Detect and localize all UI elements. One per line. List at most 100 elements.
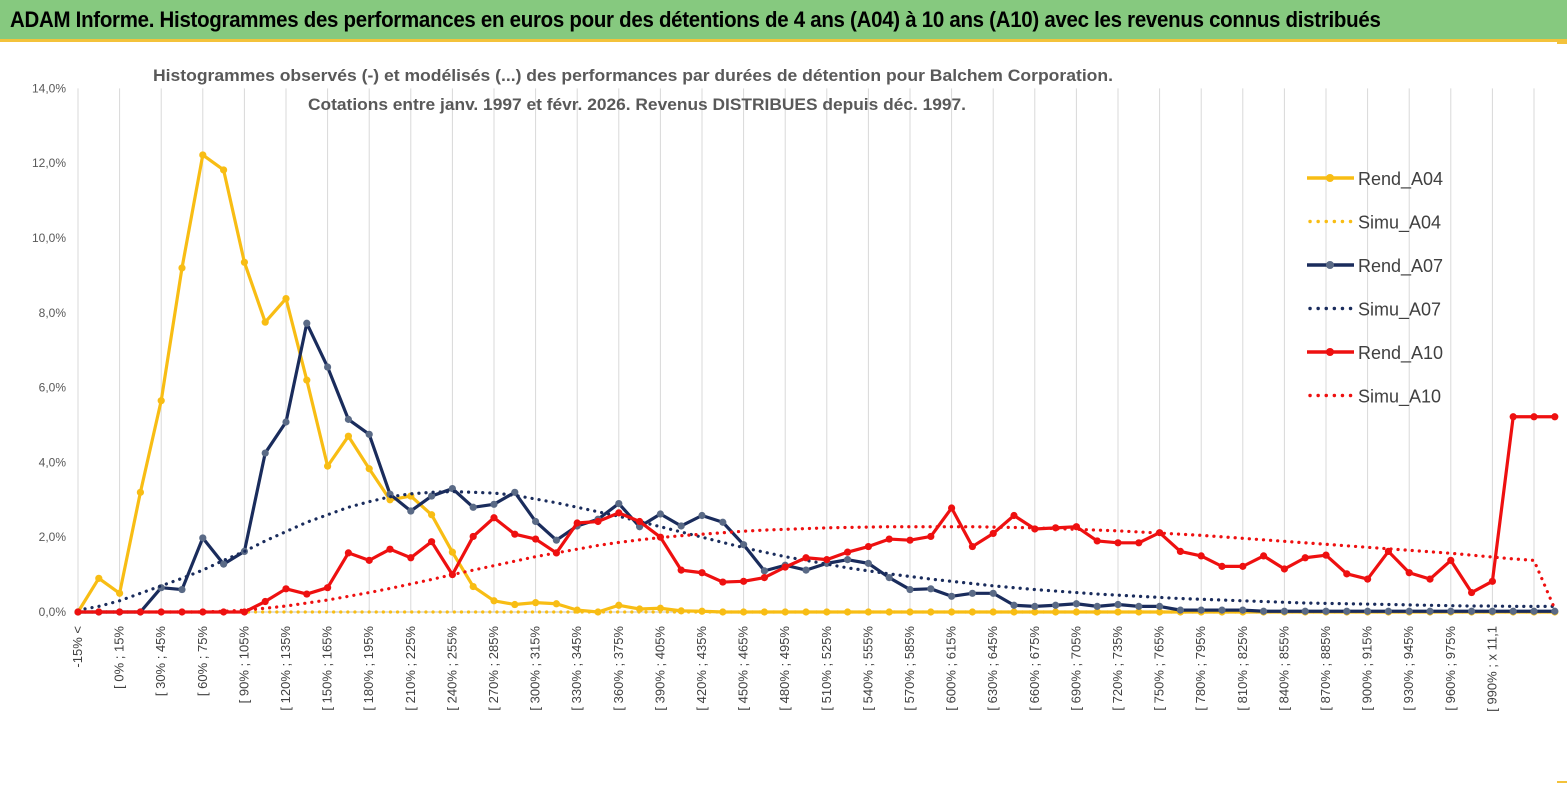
data-point-rend-a04 (199, 151, 207, 159)
data-point-rend-a10 (885, 535, 893, 543)
series-line-rend-a07 (78, 321, 1555, 614)
x-tick-label: [ 420% ; 435% (694, 626, 709, 711)
data-point-rend-a10 (1447, 556, 1455, 564)
data-point-rend-a07 (989, 589, 997, 597)
data-point-rend-a04 (95, 574, 103, 582)
data-point-rend-a10 (428, 538, 436, 546)
chart-titles: Histogrammes observés (-) et modélisés (… (153, 66, 1113, 114)
data-point-rend-a07 (1426, 607, 1434, 615)
data-point-rend-a10 (948, 504, 956, 512)
data-point-rend-a04 (511, 600, 519, 609)
y-tick-label: 4,0% (39, 455, 67, 469)
chart-legend: Rend_A04 Simu_A04 Rend_A07 Simu_A07 Rend_A10… (1307, 169, 1443, 408)
chart-title-line2: Cotations entre janv. 1997 et févr. 2026… (308, 95, 966, 114)
data-point-rend-a07 (1239, 606, 1247, 614)
data-point-rend-a07 (656, 510, 665, 518)
data-point-rend-a04 (1135, 608, 1143, 616)
data-point-rend-a04 (885, 608, 893, 616)
data-point-rend-a07 (1405, 607, 1413, 615)
data-point-rend-a10 (677, 566, 685, 574)
data-point-rend-a10 (864, 542, 873, 551)
y-tick-label: 0,0% (39, 605, 67, 619)
x-tick-label: [ 960% ; 975% (1443, 626, 1458, 711)
data-point-rend-a04 (864, 608, 873, 616)
data-point-rend-a07 (407, 507, 415, 515)
data-point-rend-a04 (386, 496, 394, 504)
data-point-rend-a07 (968, 589, 977, 597)
data-point-rend-a10 (968, 542, 977, 551)
data-point-rend-a10 (1135, 539, 1143, 547)
data-point-rend-a10 (823, 556, 831, 564)
x-tick-label: [ 300% ; 315% (528, 626, 543, 711)
x-tick-label: -15% < (70, 626, 85, 668)
data-point-rend-a10 (1322, 551, 1330, 559)
legend-marker-rend-a07 (1326, 261, 1334, 269)
legend-marker-rend-a10 (1326, 348, 1334, 356)
data-point-rend-a07 (1072, 600, 1080, 608)
legend-marker-rend-a04 (1326, 174, 1334, 182)
data-point-rend-a07 (1176, 606, 1184, 614)
data-point-rend-a04 (324, 462, 332, 470)
series-line-rend-a04 (76, 153, 1555, 614)
data-point-rend-a07 (1343, 607, 1351, 615)
data-point-rend-a10 (760, 573, 769, 582)
data-point-rend-a10 (282, 585, 290, 593)
data-point-rend-a10 (844, 548, 852, 556)
data-point-rend-a10 (324, 584, 332, 592)
x-tick-label: [ 390% ; 405% (652, 626, 667, 711)
y-tick-label: 10,0% (32, 231, 66, 245)
data-point-rend-a07 (698, 511, 706, 520)
data-point-rend-a04 (136, 488, 144, 496)
x-tick-label: [ 630% ; 645% (985, 626, 1000, 711)
frame-corner (1557, 42, 1567, 44)
x-tick-label: [ 840% ; 855% (1276, 626, 1291, 711)
data-point-rend-a07 (1530, 607, 1538, 615)
data-point-rend-a10 (1468, 588, 1476, 597)
data-point-rend-a04 (740, 608, 748, 616)
title-banner: ADAM Informe. Histogrammes des performan… (0, 0, 1567, 42)
chart-title-line1: Histogrammes observés (-) et modélisés (… (153, 66, 1113, 85)
x-tick-label: [ 330% ; 345% (569, 626, 584, 711)
data-point-rend-a04 (469, 582, 477, 591)
data-point-rend-a04 (365, 465, 373, 473)
data-point-rend-a10 (511, 530, 519, 538)
x-tick-label: [ 780% ; 795% (1193, 626, 1208, 711)
data-point-rend-a04 (220, 166, 228, 174)
data-point-rend-a07 (1509, 607, 1517, 615)
data-point-rend-a10 (490, 514, 498, 522)
data-point-rend-a07 (428, 492, 436, 500)
data-point-rend-a10 (303, 590, 311, 598)
data-point-rend-a10 (1114, 539, 1122, 547)
data-point-rend-a04 (303, 376, 311, 384)
x-tick-label: [ 480% ; 495% (777, 626, 792, 711)
data-point-rend-a07 (1260, 607, 1268, 615)
data-point-rend-a10 (1176, 547, 1184, 556)
data-point-rend-a07 (906, 585, 914, 594)
x-tick-label: [ 360% ; 375% (611, 626, 626, 711)
data-point-rend-a10 (199, 608, 207, 616)
data-point-rend-a07 (1364, 607, 1372, 615)
data-point-rend-a04 (448, 548, 456, 556)
data-point-rend-a04 (1093, 608, 1101, 616)
data-point-rend-a10 (1280, 565, 1288, 573)
series-line-rend-a10 (78, 415, 1555, 614)
data-point-rend-a04 (240, 258, 248, 266)
data-point-rend-a07 (760, 567, 769, 575)
x-tick-label: [ 120% ; 135% (278, 626, 293, 711)
frame-corner (1557, 781, 1567, 783)
data-point-rend-a10 (1301, 554, 1309, 562)
x-tick-label: [ 930% ; 945% (1401, 626, 1416, 711)
data-point-rend-a04 (823, 608, 831, 616)
data-point-rend-a07 (677, 522, 685, 530)
data-point-rend-a10 (178, 608, 186, 616)
legend-label-rend-a10: Rend_A10 (1358, 343, 1443, 364)
data-point-rend-a04 (428, 511, 436, 519)
data-point-rend-a04 (844, 608, 852, 616)
data-point-rend-a10 (532, 535, 540, 543)
data-point-rend-a10 (615, 509, 623, 517)
data-point-rend-a07 (303, 319, 311, 327)
data-point-rend-a10 (344, 549, 352, 557)
data-point-rend-a10 (157, 608, 165, 616)
data-point-rend-a10 (1093, 537, 1101, 545)
